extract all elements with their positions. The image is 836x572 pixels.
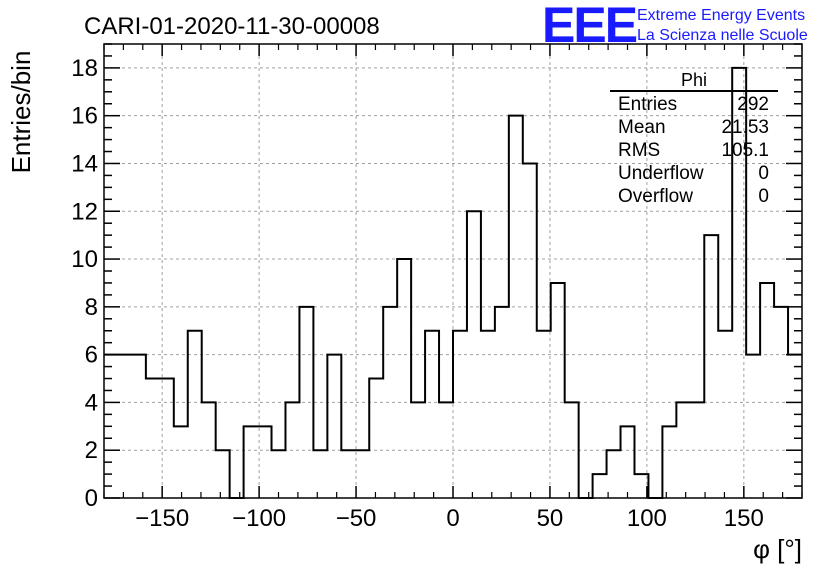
y-tick-label: 0: [85, 485, 98, 512]
y-tick-label: 16: [71, 103, 98, 130]
eee-logo: EEE Extreme Energy Events La Scienza nel…: [542, 0, 808, 53]
stats-box: Phi Entries 292 Mean 21.53 RMS 105.1 Underflow…: [610, 70, 778, 207]
y-tick-label: 2: [85, 437, 98, 464]
chart-title: CARI-01-2020-11-30-00008: [84, 13, 380, 40]
x-tick-label: 0: [446, 505, 459, 532]
x-tick-label: 50: [537, 505, 564, 532]
y-axis-label: Entries/bin: [6, 51, 36, 174]
tick-labels: −150 −100 −50 0 50 100 150 0 2 4 6 8 10 12 14 16 18: [71, 55, 764, 532]
stats-box-title: Phi: [681, 70, 707, 90]
x-tick-label: 150: [724, 505, 764, 532]
y-tick-label: 18: [71, 55, 98, 82]
stats-row-value: 292: [737, 94, 769, 115]
y-tick-label: 6: [85, 342, 98, 369]
x-tick-label: −50: [336, 505, 377, 532]
eee-logo-line2: La Scienza nelle Scuole: [637, 27, 808, 44]
stats-row-label: RMS: [618, 140, 660, 161]
stats-row-label: Underflow: [618, 163, 704, 184]
histogram-line: [104, 66, 802, 499]
grid-lines: [104, 44, 802, 498]
x-tick-label: −150: [135, 505, 189, 532]
stats-row-value: 0: [758, 186, 769, 207]
stats-row-label: Overflow: [618, 186, 693, 207]
stats-row-label: Entries: [618, 94, 677, 115]
eee-logo-line1: Extreme Energy Events: [637, 7, 805, 24]
y-tick-label: 14: [71, 150, 98, 177]
stats-row-value: 21.53: [721, 117, 769, 138]
stats-row-value: 105.1: [721, 140, 769, 161]
y-tick-label: 8: [85, 294, 98, 321]
stats-row-value: 0: [758, 163, 769, 184]
x-axis-label: φ [°]: [753, 534, 802, 564]
axis-ticks: [103, 43, 803, 499]
x-tick-label: −100: [232, 505, 286, 532]
x-tick-label: 100: [627, 505, 667, 532]
y-tick-label: 10: [71, 246, 98, 273]
eee-logo-mark: EEE: [542, 0, 637, 53]
y-tick-label: 12: [71, 198, 98, 225]
stats-row-label: Mean: [618, 117, 666, 138]
y-tick-label: 4: [85, 389, 98, 416]
